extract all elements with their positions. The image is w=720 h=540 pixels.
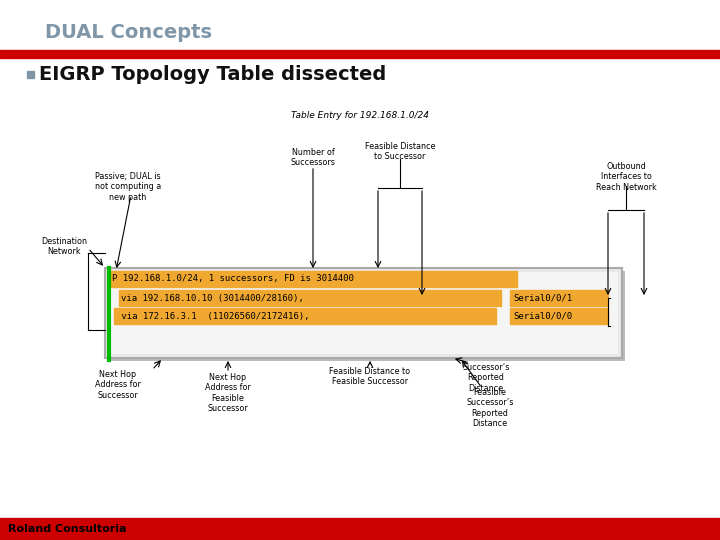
Text: Next Hop
Address for
Successor: Next Hop Address for Successor: [95, 370, 141, 400]
Text: Outbound
Interfaces to
Reach Network: Outbound Interfaces to Reach Network: [595, 162, 657, 192]
FancyBboxPatch shape: [108, 271, 625, 361]
Text: Number of
Successors: Number of Successors: [291, 148, 336, 167]
Bar: [27, 71, 34, 78]
Text: Serial0/0/0: Serial0/0/0: [513, 312, 572, 321]
Text: Next Hop
Address for
Feasible
Successor: Next Hop Address for Feasible Successor: [205, 373, 251, 413]
Bar: [510, 290, 608, 306]
Bar: [0, 518, 720, 540]
Bar: [114, 308, 496, 324]
Text: Passive; DUAL is
not computing a
new path: Passive; DUAL is not computing a new pat…: [95, 172, 161, 202]
Bar: [109, 271, 517, 287]
Bar: [0, 50, 720, 58]
Text: DUAL Concepts: DUAL Concepts: [45, 23, 212, 42]
Text: Successor’s
Reported
Distance: Successor’s Reported Distance: [462, 363, 510, 393]
Text: via 172.16.3.1  (11026560/2172416),: via 172.16.3.1 (11026560/2172416),: [116, 312, 310, 321]
Bar: [510, 308, 608, 324]
Text: Table Entry for 192.168.1.0/24: Table Entry for 192.168.1.0/24: [291, 111, 429, 120]
Bar: [119, 290, 501, 306]
Text: Roland Consultoria: Roland Consultoria: [8, 524, 127, 534]
Text: Feasible
Successor’s
Reported
Distance: Feasible Successor’s Reported Distance: [467, 388, 513, 428]
FancyBboxPatch shape: [109, 272, 618, 354]
Text: P 192.168.1.0/24, 1 successors, FD is 3014400: P 192.168.1.0/24, 1 successors, FD is 30…: [112, 274, 354, 284]
Text: Destination
Network: Destination Network: [41, 237, 87, 256]
Text: EIGRP Topology Table dissected: EIGRP Topology Table dissected: [39, 64, 386, 84]
Text: Feasible Distance to
Feasible Successor: Feasible Distance to Feasible Successor: [330, 367, 410, 387]
Text: via 192.168.10.10 (3014400/28160),: via 192.168.10.10 (3014400/28160),: [121, 294, 304, 302]
FancyBboxPatch shape: [105, 268, 622, 358]
Text: Serial0/0/1: Serial0/0/1: [513, 294, 572, 302]
Text: Feasible Distance
to Successor: Feasible Distance to Successor: [365, 142, 436, 161]
